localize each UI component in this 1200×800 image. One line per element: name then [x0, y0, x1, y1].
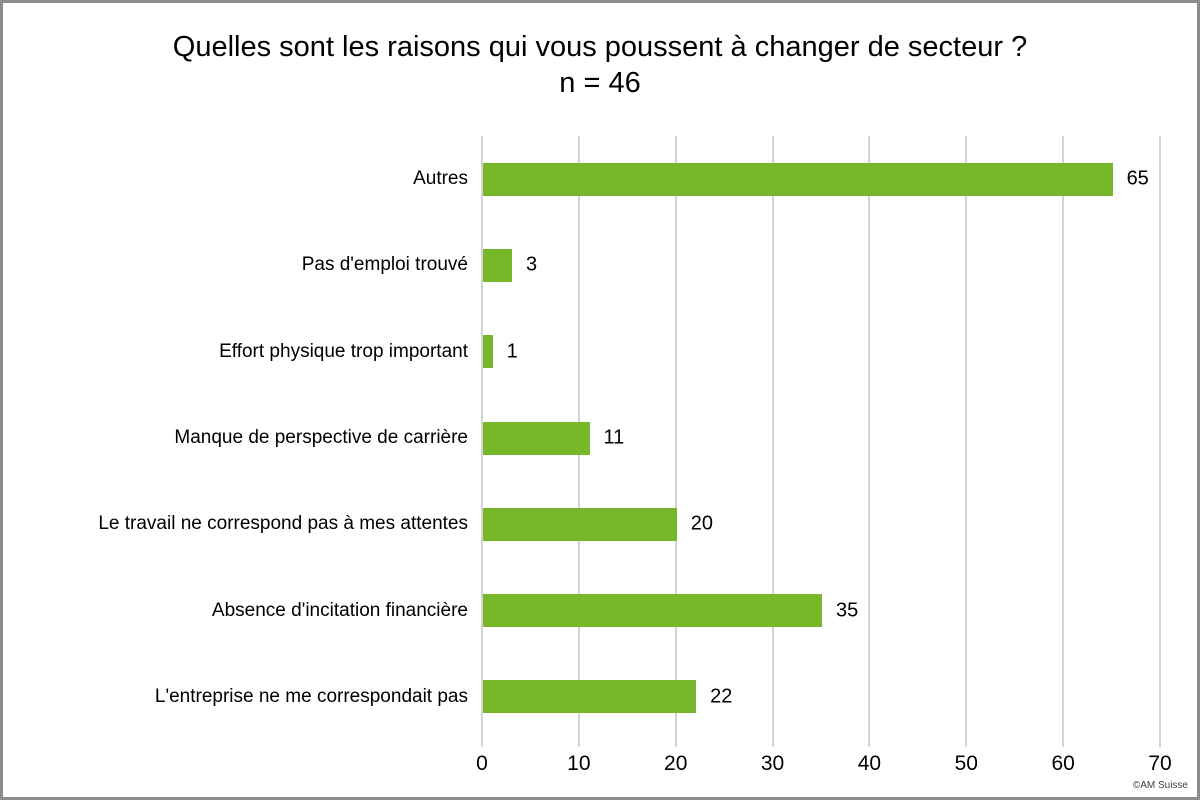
- credit-text: ©AM Suisse: [1132, 780, 1188, 791]
- bar-value-label: 65: [1126, 167, 1149, 190]
- category-axis: Autres Pas d'emploi trouvé Effort physique…: [18, 136, 468, 740]
- gridline: [965, 136, 968, 747]
- x-tick-label: 20: [664, 752, 688, 775]
- category-label: Absence d'incitation financière: [211, 599, 468, 621]
- gridline: [771, 136, 774, 747]
- gridline: [1062, 136, 1065, 747]
- bar: [483, 248, 513, 282]
- bar-value-label: 1: [506, 340, 518, 363]
- x-tick-label: 70: [1148, 752, 1172, 775]
- x-tick-label: 40: [857, 752, 882, 775]
- category-label: Effort physique trop important: [219, 340, 468, 362]
- x-tick-label: 60: [1051, 752, 1075, 775]
- bar-value-label: 20: [690, 512, 713, 535]
- bar-value-label: 35: [836, 599, 859, 622]
- category-label: Pas d'emploi trouvé: [301, 254, 468, 276]
- chart-title: Quelles sont les raisons qui vous pousse…: [172, 31, 1028, 99]
- bar: [483, 680, 697, 714]
- category-label: L'entreprise ne me correspondait pas: [154, 685, 468, 707]
- bar-value-label: 22: [710, 685, 733, 708]
- category-label: Autres: [413, 168, 468, 190]
- bar-value-label: 3: [526, 253, 538, 276]
- bar: [483, 162, 1113, 196]
- category-label: Le travail ne correspond pas à mes atten…: [98, 513, 468, 535]
- bar: [483, 335, 493, 369]
- category-label: Manque de perspective de carrière: [174, 427, 468, 448]
- bar-value-label: 11: [603, 426, 625, 449]
- gridline: [868, 136, 871, 747]
- gridline: [481, 136, 483, 747]
- bar: [483, 594, 822, 628]
- x-tick-label: 30: [760, 752, 785, 775]
- bar: [483, 507, 677, 541]
- value-axis: 0 10 20 30 40 50 60 70: [476, 752, 1172, 782]
- x-tick-label: 50: [954, 752, 978, 775]
- plot-area: 65 3 1 11 20 35 22: [481, 136, 1161, 747]
- gridline: [1159, 136, 1161, 747]
- x-tick-label: 10: [567, 752, 591, 775]
- bar: [483, 421, 590, 455]
- x-tick-label: 0: [476, 752, 488, 775]
- gridline: [674, 136, 677, 747]
